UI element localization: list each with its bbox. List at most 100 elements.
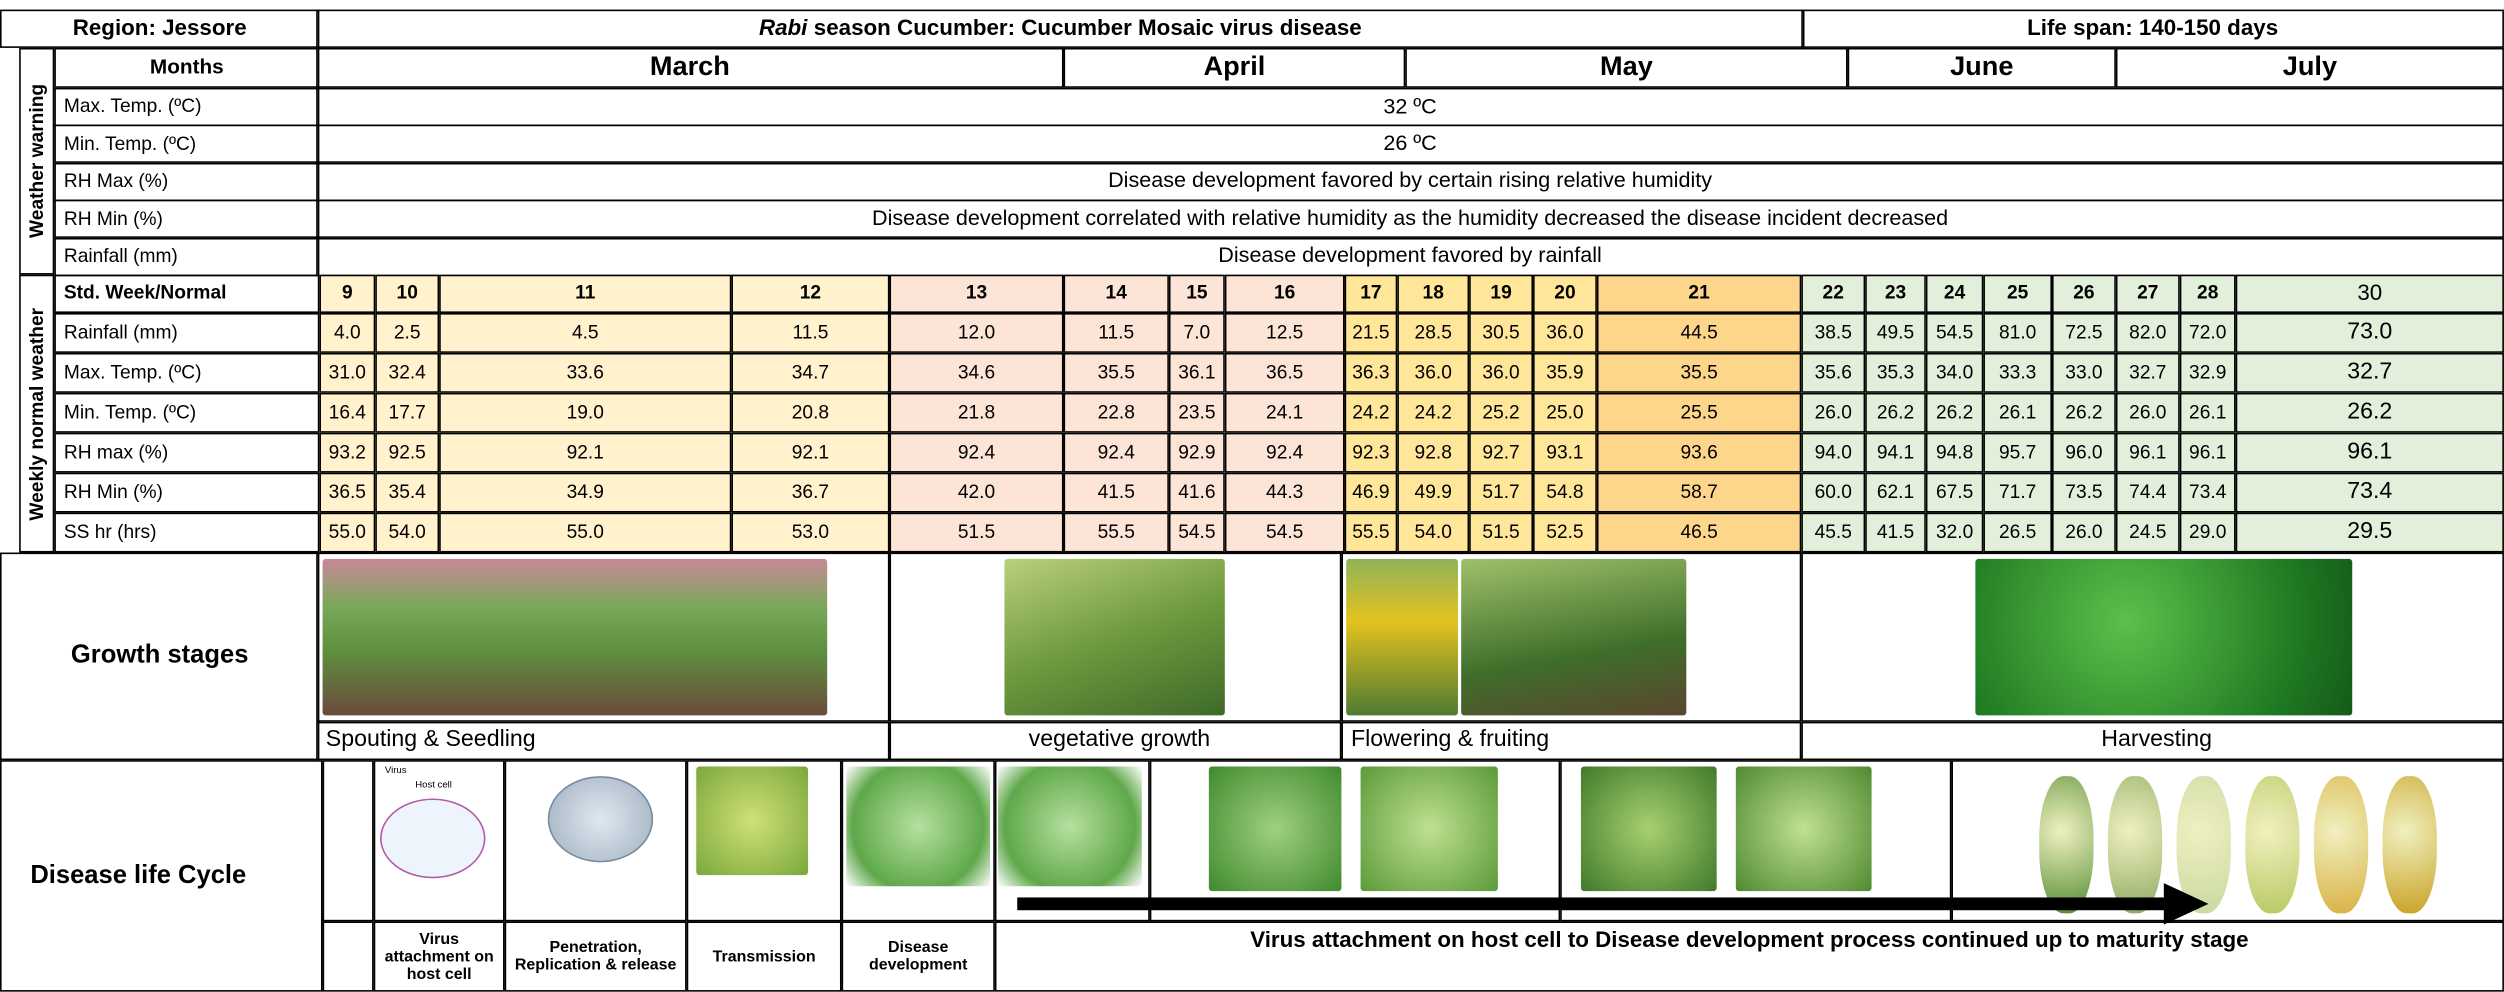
photo — [1209, 767, 1342, 892]
weekly-value: 32.7 — [2116, 353, 2180, 393]
week-number: 26 — [2052, 275, 2116, 313]
weekly-value: 53.0 — [731, 513, 889, 553]
weekly-value: 33.6 — [439, 353, 731, 393]
week-number: 16 — [1225, 275, 1345, 313]
weekly-value: 94.1 — [1865, 433, 1926, 473]
weekly-value: 4.5 — [439, 313, 731, 353]
week-number: 23 — [1865, 275, 1926, 313]
weekly-value: 92.1 — [731, 433, 889, 473]
weekly-value: 36.5 — [319, 473, 375, 513]
weekly-value: 41.5 — [1064, 473, 1169, 513]
week-number: 10 — [375, 275, 439, 313]
weekly-value: 38.5 — [1801, 313, 1865, 353]
weekly-value: 54.5 — [1169, 513, 1225, 553]
weekly-value: 33.3 — [1983, 353, 2052, 393]
weekly-value: 92.9 — [1169, 433, 1225, 473]
parameter: RH Min (%) — [54, 473, 319, 513]
cucumber-photo — [2108, 776, 2162, 913]
weekly-value: 92.5 — [375, 433, 439, 473]
month: April — [1064, 48, 1406, 88]
weekly-value: 26.2 — [1865, 393, 1926, 433]
weekly-value: 72.5 — [2052, 313, 2116, 353]
diagram-label: Host cell — [415, 781, 479, 797]
weekly-value: 74.4 — [2116, 473, 2180, 513]
weekly-value: 51.7 — [1469, 473, 1533, 513]
cycle-step-empty — [323, 921, 374, 991]
parameter: RH max (%) — [54, 433, 319, 473]
weekly-value: 93.6 — [1597, 433, 1801, 473]
weekly-value: 26.2 — [1926, 393, 1983, 433]
weekly-value: 19.0 — [439, 393, 731, 433]
weekly-value: 55.5 — [1064, 513, 1169, 553]
weekly-value: 92.8 — [1397, 433, 1469, 473]
weekly-value: 12.0 — [889, 313, 1063, 353]
photo — [323, 559, 828, 715]
weather-warning-label: Weather warning — [19, 48, 54, 275]
page: Region: JessoreRabiseason Cucumber: Cucu… — [0, 0, 2504, 992]
weekly-value: 46.9 — [1345, 473, 1398, 513]
parameter: Rainfall (mm) — [54, 313, 319, 353]
weekly-value: 32.0 — [1926, 513, 1983, 553]
warning-value: Disease development favored by certain r… — [316, 163, 2504, 201]
weekly-value: 92.1 — [439, 433, 731, 473]
weekly-value: 73.4 — [2236, 473, 2504, 513]
weekly-value: 54.0 — [1397, 513, 1469, 553]
weekly-value: 32.9 — [2180, 353, 2236, 393]
photo — [1004, 559, 1224, 715]
weekly-value: 21.5 — [1345, 313, 1398, 353]
weekly-value: 21.8 — [889, 393, 1063, 433]
weekly-value: 35.3 — [1865, 353, 1926, 393]
weekly-value: 35.5 — [1597, 353, 1801, 393]
weekly-value: 36.0 — [1469, 353, 1533, 393]
weekly-value: 93.2 — [319, 433, 375, 473]
photo — [1581, 767, 1717, 892]
weekly-value: 31.0 — [319, 353, 375, 393]
parameter: Min. Temp. (ºC) — [54, 393, 319, 433]
growth-stages-label: Growth stages — [0, 553, 319, 761]
photo — [1461, 559, 1686, 715]
cycle-step: Penetration, Replication & release — [505, 921, 687, 991]
weekly-value: 96.1 — [2180, 433, 2236, 473]
weekly-value: 35.9 — [1533, 353, 1597, 393]
cucumber-photo — [2314, 776, 2368, 913]
weekly-value: 36.0 — [1533, 313, 1597, 353]
weekly-value: 26.2 — [2052, 393, 2116, 433]
weekly-value: 29.0 — [2180, 513, 2236, 553]
weekly-value: 26.0 — [2052, 513, 2116, 553]
weekly-value: 7.0 — [1169, 313, 1225, 353]
weekly-value: 51.5 — [889, 513, 1063, 553]
weekly-value: 51.5 — [1469, 513, 1533, 553]
weekly-value: 54.0 — [375, 513, 439, 553]
month: July — [2116, 48, 2504, 88]
weekly-value: 2.5 — [375, 313, 439, 353]
weekly-value: 96.1 — [2236, 433, 2504, 473]
weekly-value: 49.5 — [1865, 313, 1926, 353]
weekly-value: 58.7 — [1597, 473, 1801, 513]
cycle-image-cell — [323, 760, 374, 921]
week-number: 18 — [1397, 275, 1469, 313]
weekly-value: 96.1 — [2116, 433, 2180, 473]
weekly-value: 32.7 — [2236, 353, 2504, 393]
region: Region: Jessore — [0, 10, 319, 48]
stage-label: Harvesting — [1801, 722, 2504, 760]
weekly-value: 4.0 — [319, 313, 375, 353]
stage-label: Flowering & fruiting — [1341, 722, 1801, 760]
weekly-value: 24.2 — [1397, 393, 1469, 433]
week-number: 17 — [1345, 275, 1398, 313]
weekly-value: 95.7 — [1983, 433, 2052, 473]
weekly-value: 17.7 — [375, 393, 439, 433]
weekly-value: 52.5 — [1533, 513, 1597, 553]
weekly-value: 26.5 — [1983, 513, 2052, 553]
weekly-value: 55.0 — [439, 513, 731, 553]
warning-value: 32 ºC — [316, 88, 2504, 126]
title-italic: Rabi — [759, 16, 807, 41]
month: May — [1405, 48, 1847, 88]
life-span: Life span: 140-150 days — [1801, 10, 2504, 48]
weekly-value: 55.5 — [1345, 513, 1398, 553]
weekly-value: 93.1 — [1533, 433, 1597, 473]
week-number: 12 — [731, 275, 889, 313]
photo — [998, 767, 1142, 887]
parameter: Max. Temp. (ºC) — [54, 88, 319, 126]
weekly-value: 94.8 — [1926, 433, 1983, 473]
weekly-value: 72.0 — [2180, 313, 2236, 353]
